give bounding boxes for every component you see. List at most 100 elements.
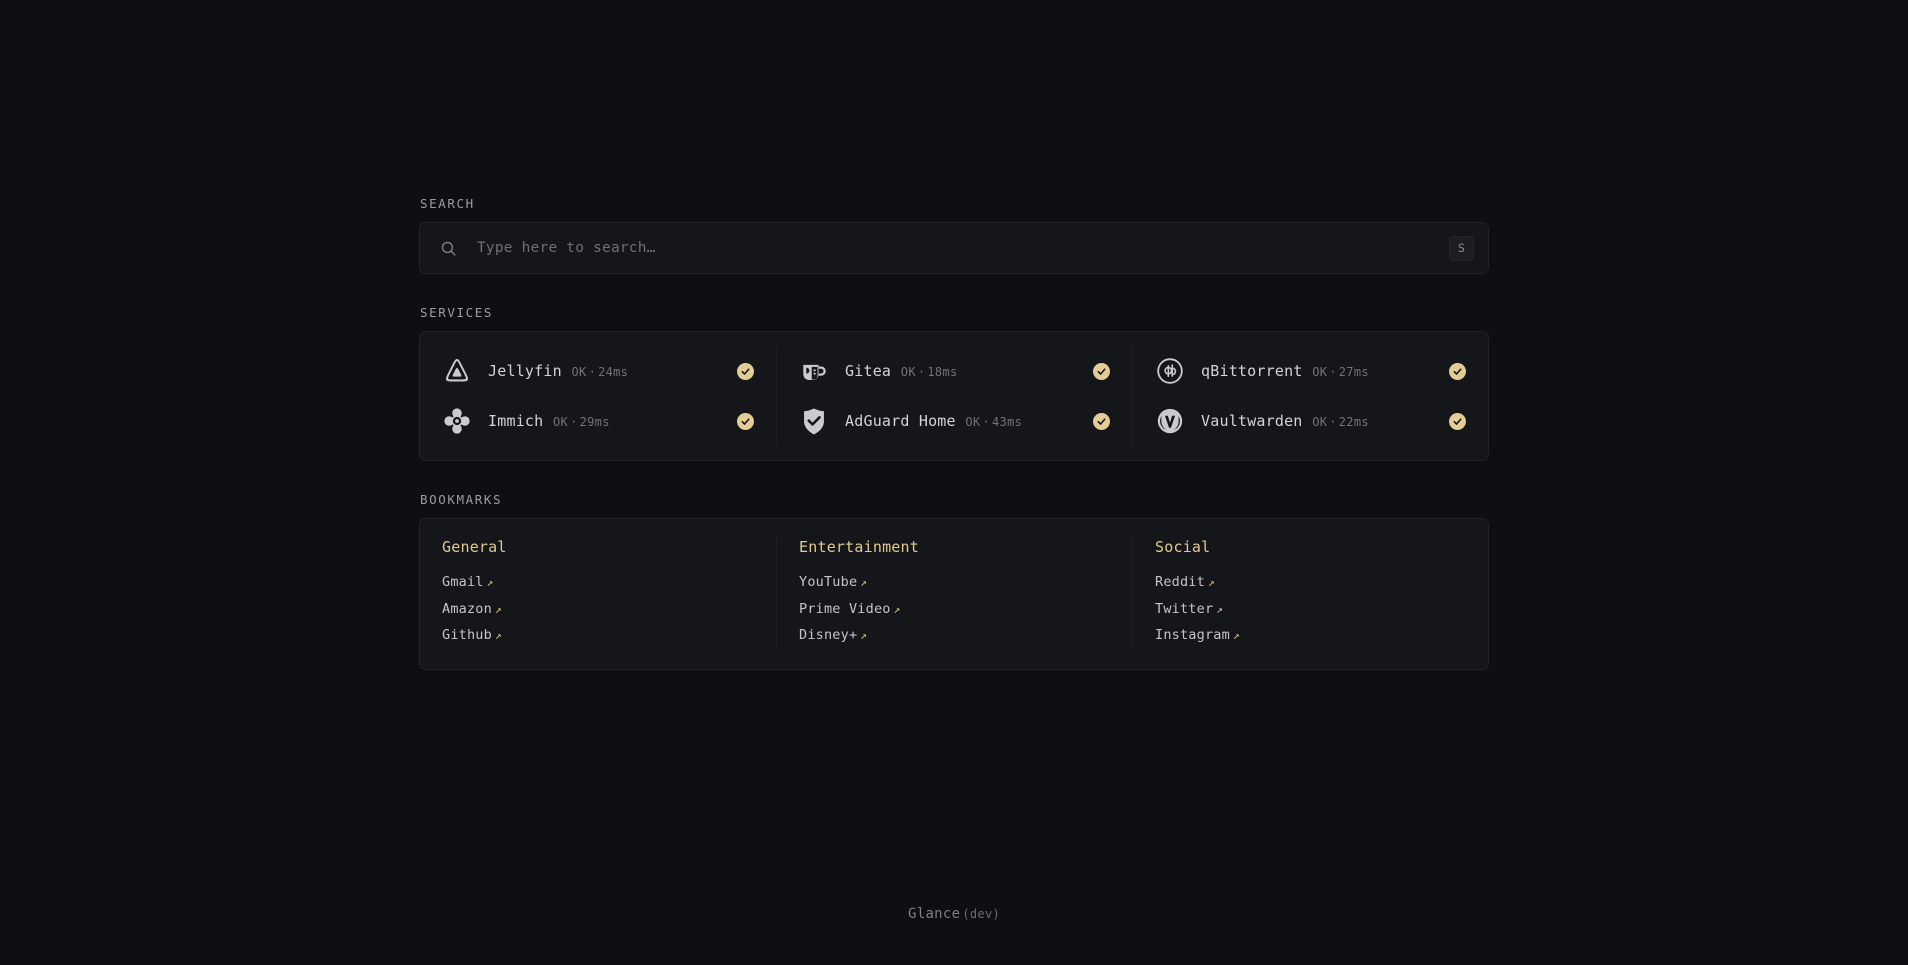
bookmark-link[interactable]: Prime Video ↗ (799, 596, 1110, 623)
service-info: Immich OK · 29ms (488, 411, 727, 431)
service-name: Immich (488, 411, 544, 430)
external-link-icon: ↗ (1216, 602, 1224, 616)
service-status-separator: · (570, 414, 578, 429)
service-latency: 24ms (598, 364, 629, 379)
service-status-text: OK (1312, 414, 1328, 429)
service-status-separator: · (1329, 414, 1337, 429)
service-name: qBittorrent (1201, 361, 1303, 380)
service-item[interactable]: Vaultwarden OK · 22ms (1132, 396, 1488, 446)
bookmark-link-label: Reddit (1155, 574, 1205, 590)
external-link-icon: ↗ (494, 629, 502, 643)
bookmark-link[interactable]: Instagram ↗ (1155, 622, 1466, 649)
bookmark-link[interactable]: Amazon ↗ (442, 596, 754, 623)
bookmark-link[interactable]: YouTube ↗ (799, 569, 1110, 596)
service-status-text: OK (965, 414, 981, 429)
bookmark-group: Social Reddit ↗ Twitter ↗ Instagram ↗ (1132, 537, 1488, 649)
external-link-icon: ↗ (494, 602, 502, 616)
service-info: AdGuard Home OK · 43ms (845, 411, 1083, 431)
service-item[interactable]: Immich OK · 29ms (420, 396, 776, 446)
service-latency: 43ms (992, 414, 1023, 429)
service-status: OK · 22ms (1312, 415, 1369, 429)
search-widget[interactable]: S (419, 222, 1489, 274)
jellyfin-icon (442, 356, 472, 386)
service-latency: 18ms (927, 364, 958, 379)
search-shortcut-key[interactable]: S (1449, 235, 1474, 261)
bookmarks-section-label: BOOKMARKS (420, 492, 503, 507)
bookmark-group-title: Entertainment (799, 538, 919, 556)
service-name: Vaultwarden (1201, 411, 1303, 430)
qbittorrent-icon (1155, 356, 1185, 386)
search-icon (440, 240, 457, 257)
external-link-icon: ↗ (1207, 576, 1215, 589)
external-link-icon: ↗ (893, 602, 901, 616)
service-status-text: OK (1312, 364, 1328, 379)
service-name: Jellyfin (488, 361, 562, 380)
service-item[interactable]: Jellyfin OK · 24ms (420, 346, 776, 396)
service-name: Gitea (845, 361, 892, 380)
external-link-icon: ↗ (1232, 629, 1240, 643)
bookmark-link[interactable]: Reddit ↗ (1155, 569, 1466, 596)
bookmark-link[interactable]: Twitter ↗ (1155, 596, 1466, 623)
vaultwarden-icon (1155, 406, 1185, 436)
service-status-separator: · (588, 364, 597, 379)
service-status-text: OK (553, 414, 569, 429)
bookmark-group: General Gmail ↗ Amazon ↗ Github ↗ (420, 537, 776, 649)
footer-app-name[interactable]: Glance (908, 906, 961, 922)
bookmark-link-label: Prime Video (799, 600, 891, 617)
bookmark-link[interactable]: Github ↗ (442, 622, 754, 649)
page-footer: Glance (dev) (0, 906, 1908, 922)
bookmark-link-label: Twitter (1155, 600, 1214, 617)
bookmark-link-label: Gmail (442, 574, 484, 590)
gitea-icon (799, 356, 829, 386)
service-item[interactable]: AdGuard Home OK · 43ms (776, 396, 1132, 446)
service-item[interactable]: qBittorrent OK · 27ms (1132, 346, 1488, 396)
bookmark-link-label: Disney+ (799, 627, 858, 644)
external-link-icon: ↗ (860, 629, 868, 643)
service-info: Vaultwarden OK · 22ms (1201, 411, 1439, 431)
status-badge-ok (1449, 362, 1466, 380)
service-info: Jellyfin OK · 24ms (488, 361, 727, 381)
bookmark-link-label: YouTube (799, 574, 858, 590)
service-item[interactable]: Gitea OK · 18ms (776, 346, 1132, 396)
service-status-separator: · (982, 414, 991, 429)
service-latency: 29ms (579, 414, 610, 429)
external-link-icon: ↗ (860, 576, 868, 589)
service-info: qBittorrent OK · 27ms (1201, 361, 1439, 381)
service-status-separator: · (1329, 364, 1337, 379)
content-container: SEARCH S SERVICES (419, 196, 1489, 670)
status-badge-ok (737, 412, 754, 430)
adguard-icon (799, 406, 829, 436)
service-status: OK · 18ms (901, 365, 958, 379)
service-status: OK · 27ms (1312, 365, 1369, 379)
status-badge-ok (1093, 362, 1110, 380)
service-status-text: OK (571, 364, 587, 379)
service-status: OK · 24ms (572, 365, 629, 379)
status-badge-ok (1093, 412, 1110, 430)
bookmark-link[interactable]: Disney+ ↗ (799, 622, 1110, 649)
bookmark-link-label: Github (442, 627, 492, 644)
status-badge-ok (1449, 412, 1466, 430)
service-status: OK · 43ms (965, 415, 1022, 429)
service-status: OK · 29ms (553, 415, 610, 429)
services-widget: Jellyfin OK · 24ms (419, 331, 1489, 461)
status-badge-ok (737, 362, 754, 380)
search-input[interactable] (477, 240, 1449, 256)
footer-version: (dev) (962, 907, 1000, 921)
immich-icon (442, 406, 472, 436)
bookmark-group-title: General (442, 538, 507, 556)
bookmarks-widget: General Gmail ↗ Amazon ↗ Github ↗ Entertain… (419, 518, 1489, 670)
external-link-icon: ↗ (486, 576, 494, 589)
service-status-separator: · (917, 364, 926, 379)
service-name: AdGuard Home (845, 411, 956, 430)
service-info: Gitea OK · 18ms (845, 361, 1083, 381)
bookmark-link[interactable]: Gmail ↗ (442, 569, 754, 596)
bookmark-group: Entertainment YouTube ↗ Prime Video ↗ Disn… (776, 537, 1132, 649)
search-section-label: SEARCH (420, 196, 475, 211)
bookmark-group-title: Social (1155, 538, 1211, 556)
service-latency: 22ms (1338, 414, 1369, 429)
bookmark-link-label: Instagram (1155, 627, 1230, 644)
service-status-text: OK (900, 364, 916, 379)
service-latency: 27ms (1338, 364, 1369, 379)
services-section-label: SERVICES (420, 305, 494, 320)
